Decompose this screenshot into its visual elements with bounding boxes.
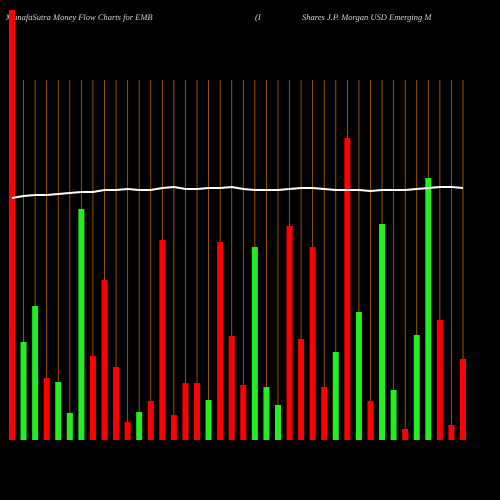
bar xyxy=(355,312,362,440)
bar xyxy=(55,382,62,440)
bar xyxy=(43,378,50,440)
bar xyxy=(251,247,258,440)
bar xyxy=(66,413,73,440)
bar xyxy=(390,390,397,440)
bar xyxy=(413,335,420,440)
bar xyxy=(379,224,386,440)
bar xyxy=(367,401,374,440)
bar xyxy=(32,306,39,440)
bar xyxy=(101,280,108,440)
bar xyxy=(298,339,305,440)
bar xyxy=(263,387,270,440)
bar xyxy=(228,336,235,440)
bar xyxy=(78,209,85,440)
bar xyxy=(321,387,328,440)
flow-line xyxy=(11,185,464,199)
chart-title: MunafaSutra Money Flow Charts for EMB xyxy=(5,12,153,22)
bar xyxy=(170,415,177,440)
bar xyxy=(113,367,120,440)
bar xyxy=(194,383,201,440)
bar xyxy=(240,385,247,440)
bar xyxy=(460,359,466,440)
bar xyxy=(448,425,455,440)
bar xyxy=(286,226,293,440)
bar xyxy=(205,400,212,440)
chart-subtitle: (I xyxy=(255,12,262,22)
bar xyxy=(159,240,166,440)
bar xyxy=(274,405,281,440)
bar xyxy=(217,242,224,440)
bar xyxy=(425,178,432,440)
bar xyxy=(402,429,409,440)
bar xyxy=(89,356,96,440)
bar xyxy=(182,383,189,440)
bar xyxy=(136,412,143,440)
bar xyxy=(9,10,15,440)
bar xyxy=(344,138,351,440)
bar xyxy=(147,401,154,440)
bar xyxy=(20,342,27,440)
bar xyxy=(309,247,316,440)
bar xyxy=(332,352,339,440)
bar xyxy=(124,422,131,440)
chart-annotation: Shares J.P. Morgan USD Emerging M xyxy=(302,12,432,22)
bar xyxy=(436,320,443,440)
